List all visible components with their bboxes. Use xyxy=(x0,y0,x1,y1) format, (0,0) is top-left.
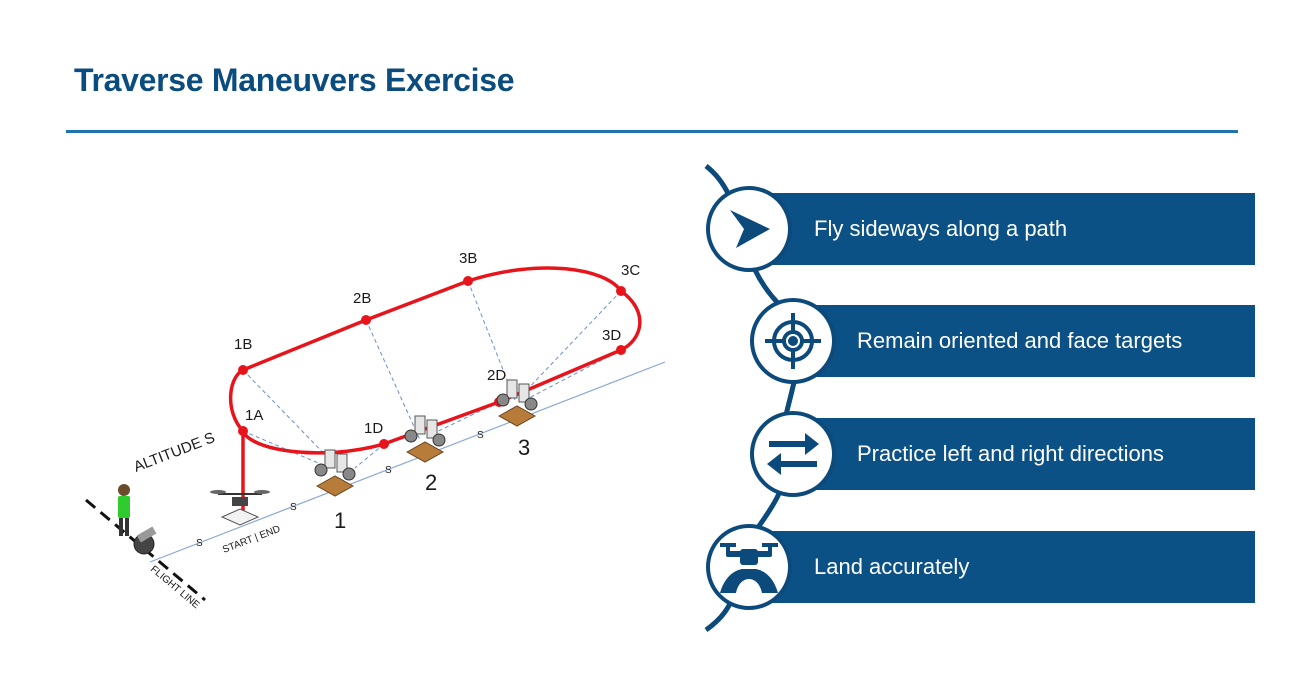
point-label-1d: 1D xyxy=(364,420,383,437)
start-end-label: START | END xyxy=(221,524,282,556)
drone-landing-icon xyxy=(706,524,792,610)
title-divider xyxy=(66,130,1238,133)
spacing-label: S xyxy=(477,430,484,441)
list-item-label: Fly sideways along a path xyxy=(814,216,1068,241)
drone-icon xyxy=(210,490,270,526)
flight-line-label: FLIGHT LINE xyxy=(148,564,202,611)
spacing-label: S xyxy=(385,465,392,476)
list-item-practice-directions: Practice left and right directions xyxy=(795,418,1255,490)
list-item-label: Practice left and right directions xyxy=(857,441,1164,466)
station-label-2: 2 xyxy=(425,470,437,495)
list-item-fly-sideways: Fly sideways along a path xyxy=(752,193,1255,265)
target-stand-icon xyxy=(404,415,446,463)
point-label-1a: 1A xyxy=(245,407,263,424)
spacing-label: S xyxy=(196,538,203,549)
station-label-1: 1 xyxy=(334,508,346,533)
spacing-label: S xyxy=(290,502,297,513)
target-stand-icon xyxy=(496,379,538,427)
pilot-icon xyxy=(118,484,157,555)
point-label-1b: 1B xyxy=(234,336,252,353)
page-title: Traverse Maneuvers Exercise xyxy=(74,62,515,98)
list-item-remain-oriented: Remain oriented and face targets xyxy=(795,305,1255,377)
list-item-label: Remain oriented and face targets xyxy=(857,328,1183,353)
altitude-label: ALTITUDE S xyxy=(131,429,217,476)
station-label-3: 3 xyxy=(518,435,530,460)
list-item-land-accurately: Land accurately xyxy=(752,531,1255,603)
point-label-2d: 2D xyxy=(487,367,506,384)
traverse-diagram: FLIGHT LINE ALTITUDE S START | END S S S… xyxy=(85,250,666,611)
guide-lines xyxy=(242,280,622,469)
point-label-3c: 3C xyxy=(621,262,640,279)
point-label-2b: 2B xyxy=(353,290,371,307)
crosshair-icon xyxy=(750,298,836,384)
ground-line xyxy=(149,361,666,563)
point-label-3d: 3D xyxy=(602,327,621,344)
list-item-label: Land accurately xyxy=(814,554,970,579)
arrowhead-icon xyxy=(706,186,792,272)
target-stand-icon xyxy=(314,449,356,497)
swap-arrows-icon xyxy=(750,411,836,497)
point-label-3b: 3B xyxy=(459,250,477,267)
